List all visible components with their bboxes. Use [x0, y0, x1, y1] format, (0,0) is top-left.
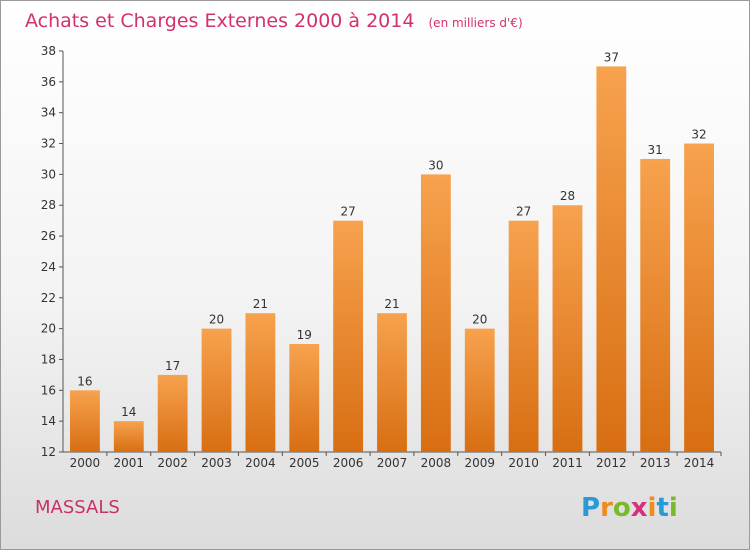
y-tick-label: 24: [41, 260, 56, 274]
x-tick-label-2004: 2004: [245, 456, 276, 470]
y-tick-label: 18: [41, 352, 56, 366]
bar-2009: [465, 329, 495, 452]
value-label-2002: 17: [165, 359, 180, 373]
x-tick-label-2009: 2009: [464, 456, 495, 470]
x-tick-label-2006: 2006: [333, 456, 364, 470]
value-label-2003: 20: [209, 313, 224, 327]
bar-2011: [553, 205, 583, 452]
y-tick-label: 34: [41, 106, 56, 120]
bar-chart: Achats et Charges Externes 2000 à 2014 (…: [1, 1, 749, 549]
bar-2013: [640, 159, 670, 452]
logo-letter: i: [669, 493, 678, 523]
logo-letter: x: [631, 493, 648, 523]
y-tick-label: 12: [41, 445, 56, 459]
y-tick-label: 28: [41, 198, 56, 212]
value-label-2000: 16: [77, 374, 92, 388]
x-tick-label-2013: 2013: [640, 456, 671, 470]
y-tick-label: 20: [41, 322, 56, 336]
bar-2010: [509, 221, 539, 452]
logo-letter: o: [613, 493, 631, 523]
y-tick-label: 36: [41, 75, 56, 89]
value-label-2013: 31: [648, 143, 663, 157]
value-label-2011: 28: [560, 189, 575, 203]
x-tick-label-2003: 2003: [201, 456, 232, 470]
x-tick-label-2014: 2014: [684, 456, 715, 470]
bar-2007: [377, 313, 407, 452]
place-name: MASSALS: [35, 497, 120, 518]
chart-container: Achats et Charges Externes 2000 à 2014 (…: [0, 0, 750, 550]
bar-2001: [114, 421, 144, 452]
bar-2003: [202, 329, 232, 452]
value-label-2014: 32: [691, 128, 706, 142]
bar-2004: [245, 313, 275, 452]
value-label-2010: 27: [516, 205, 531, 219]
y-axis: 12 14 16 18 20 22 24 26 28 30 32 34 36 38: [41, 44, 63, 459]
y-tick-label: 22: [41, 291, 56, 305]
x-tick-label-2011: 2011: [552, 456, 583, 470]
x-tick-label-2010: 2010: [508, 456, 539, 470]
x-tick-label-2002: 2002: [157, 456, 188, 470]
x-tick-label-2012: 2012: [596, 456, 627, 470]
bars: [70, 66, 714, 452]
value-label-2009: 20: [472, 313, 487, 327]
bar-2008: [421, 174, 451, 452]
y-tick-label: 16: [41, 383, 56, 397]
proxiti-logo: Proxiti: [581, 493, 678, 523]
value-label-2006: 27: [340, 205, 355, 219]
value-label-2012: 37: [604, 50, 619, 64]
x-tick-label-2007: 2007: [377, 456, 408, 470]
y-tick-label: 14: [41, 414, 56, 428]
bar-2002: [158, 375, 188, 452]
value-label-2007: 21: [384, 297, 399, 311]
logo-letter: i: [648, 493, 657, 523]
value-label-2005: 19: [297, 328, 312, 342]
bar-2005: [289, 344, 319, 452]
chart-subtitle: (en milliers d'€): [429, 16, 523, 30]
x-axis: 2000 2001 2002 2003 2004 2005 2006 2007 2008 2009…: [63, 452, 721, 470]
bar-2006: [333, 221, 363, 452]
bar-2000: [70, 390, 100, 452]
chart-title: Achats et Charges Externes 2000 à 2014 (…: [25, 10, 523, 32]
value-label-2004: 21: [253, 297, 268, 311]
logo-letter: t: [656, 493, 668, 523]
x-tick-label-2001: 2001: [114, 456, 145, 470]
y-tick-label: 38: [41, 44, 56, 58]
logo-letter: P: [581, 493, 600, 523]
x-tick-label-2000: 2000: [70, 456, 101, 470]
y-tick-label: 26: [41, 229, 56, 243]
logo-letter: r: [600, 493, 613, 523]
y-tick-label: 32: [41, 137, 56, 151]
y-tick-label: 30: [41, 167, 56, 181]
value-label-2001: 14: [121, 405, 136, 419]
x-tick-label-2008: 2008: [421, 456, 452, 470]
bar-2014: [684, 144, 714, 452]
x-tick-label-2005: 2005: [289, 456, 320, 470]
bar-2012: [596, 66, 626, 452]
value-label-2008: 30: [428, 158, 443, 172]
